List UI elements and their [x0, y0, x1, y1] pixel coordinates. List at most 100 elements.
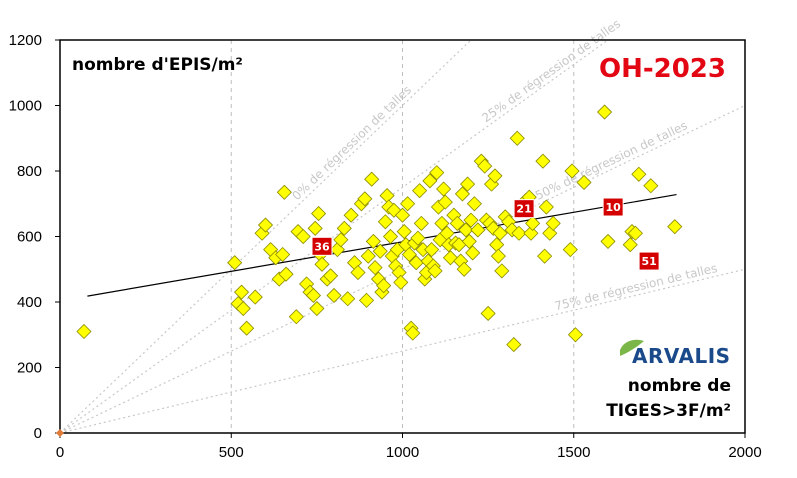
data-point [429, 165, 445, 181]
data-point [461, 233, 477, 249]
highlight-label: 10 [605, 201, 621, 214]
data-point [393, 274, 409, 290]
highlighted-points: 36 21 10 51 [311, 197, 660, 271]
data-point [76, 323, 92, 340]
data-point [400, 196, 416, 212]
data-point [336, 220, 352, 236]
x-tick-label: 2000 [728, 444, 761, 461]
data-point [567, 327, 584, 343]
data-point [257, 217, 274, 233]
data-point [305, 287, 322, 304]
data-point [235, 300, 251, 317]
data-point [456, 261, 472, 277]
x-tick-label: 1500 [557, 444, 590, 461]
data-point [394, 207, 411, 223]
data-point [376, 278, 392, 294]
data-point [412, 183, 428, 199]
data-point [622, 237, 638, 253]
data-points [56, 104, 683, 437]
data-point [535, 153, 551, 169]
data-point [465, 245, 481, 261]
data-point [436, 181, 452, 197]
data-point [422, 173, 438, 189]
data-point [227, 255, 243, 271]
data-point [314, 256, 330, 272]
data-point [576, 174, 592, 191]
data-point [537, 248, 553, 264]
data-point [340, 291, 356, 307]
data-point [511, 225, 527, 241]
data-point [492, 225, 508, 241]
reference-line [59, 268, 746, 434]
data-point [311, 206, 327, 222]
data-point [424, 242, 440, 258]
data-point [562, 242, 578, 258]
trendline [87, 193, 677, 297]
data-point [357, 191, 373, 207]
axis-ticks: 0 500 1000 1500 2000 0 200 400 600 800 1000 1200 [9, 32, 762, 461]
data-point [275, 246, 291, 263]
chart-title: OH-2023 [599, 54, 726, 84]
data-point [365, 233, 381, 249]
y-tick-label: 1200 [9, 32, 42, 49]
gridlines [230, 40, 575, 433]
data-point [477, 158, 493, 174]
data-point [545, 215, 561, 231]
data-point [538, 199, 554, 215]
data-point [288, 309, 304, 325]
y-tick-label: 0 [34, 425, 42, 442]
y-tick-label: 400 [17, 294, 42, 311]
data-point [643, 178, 659, 194]
data-point [449, 215, 465, 231]
data-point [490, 248, 506, 264]
data-point [372, 243, 388, 259]
data-point [276, 184, 292, 200]
data-point [523, 225, 539, 241]
data-point [458, 222, 474, 238]
data-point [295, 228, 311, 245]
trend-line [87, 193, 677, 297]
data-point [627, 225, 643, 241]
highlight-marker [602, 197, 624, 217]
data-point [350, 264, 366, 281]
highlight-marker [638, 251, 660, 271]
data-point [480, 305, 496, 322]
y-tick-label: 600 [17, 229, 42, 246]
x-tick-label: 1000 [386, 444, 419, 461]
data-point [247, 289, 263, 305]
data-point [358, 292, 375, 308]
data-point [401, 246, 417, 263]
data-point [377, 214, 393, 230]
highlight-marker [311, 236, 333, 256]
reference-line [59, 39, 609, 434]
data-point [454, 186, 471, 202]
data-point [494, 263, 510, 279]
data-point [525, 215, 541, 231]
data-point [427, 263, 443, 279]
data-point [509, 130, 525, 146]
data-point [434, 215, 450, 231]
origin-point [56, 429, 64, 437]
data-point [360, 248, 376, 264]
data-point [405, 325, 421, 341]
data-point [239, 320, 255, 336]
data-point [463, 212, 479, 228]
brand-logo: ARVALIS [620, 339, 730, 368]
data-point [382, 228, 399, 245]
data-point [600, 233, 616, 249]
y-tick-label: 1000 [9, 98, 42, 115]
data-point [364, 171, 380, 187]
highlight-marker [513, 199, 535, 219]
x-tick-label: 0 [56, 444, 64, 461]
data-point [367, 260, 383, 276]
data-point [487, 168, 503, 184]
x-tick-label: 500 [219, 444, 244, 461]
data-point [326, 287, 342, 304]
data-point [396, 224, 412, 240]
y-tick-label: 200 [17, 360, 42, 377]
data-point [466, 196, 482, 212]
data-point [667, 219, 683, 235]
y-axis-label: nombre d'EPIS/m² [72, 55, 243, 75]
x-axis-label-line1: nombre de [628, 376, 731, 396]
